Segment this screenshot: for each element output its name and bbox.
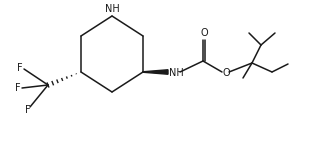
Text: F: F bbox=[25, 105, 31, 115]
Text: O: O bbox=[200, 28, 208, 38]
Text: F: F bbox=[17, 63, 23, 73]
Text: NH: NH bbox=[105, 4, 119, 14]
Text: F: F bbox=[15, 83, 21, 93]
Polygon shape bbox=[143, 70, 168, 74]
Text: O: O bbox=[223, 68, 231, 78]
Text: NH: NH bbox=[169, 68, 184, 78]
